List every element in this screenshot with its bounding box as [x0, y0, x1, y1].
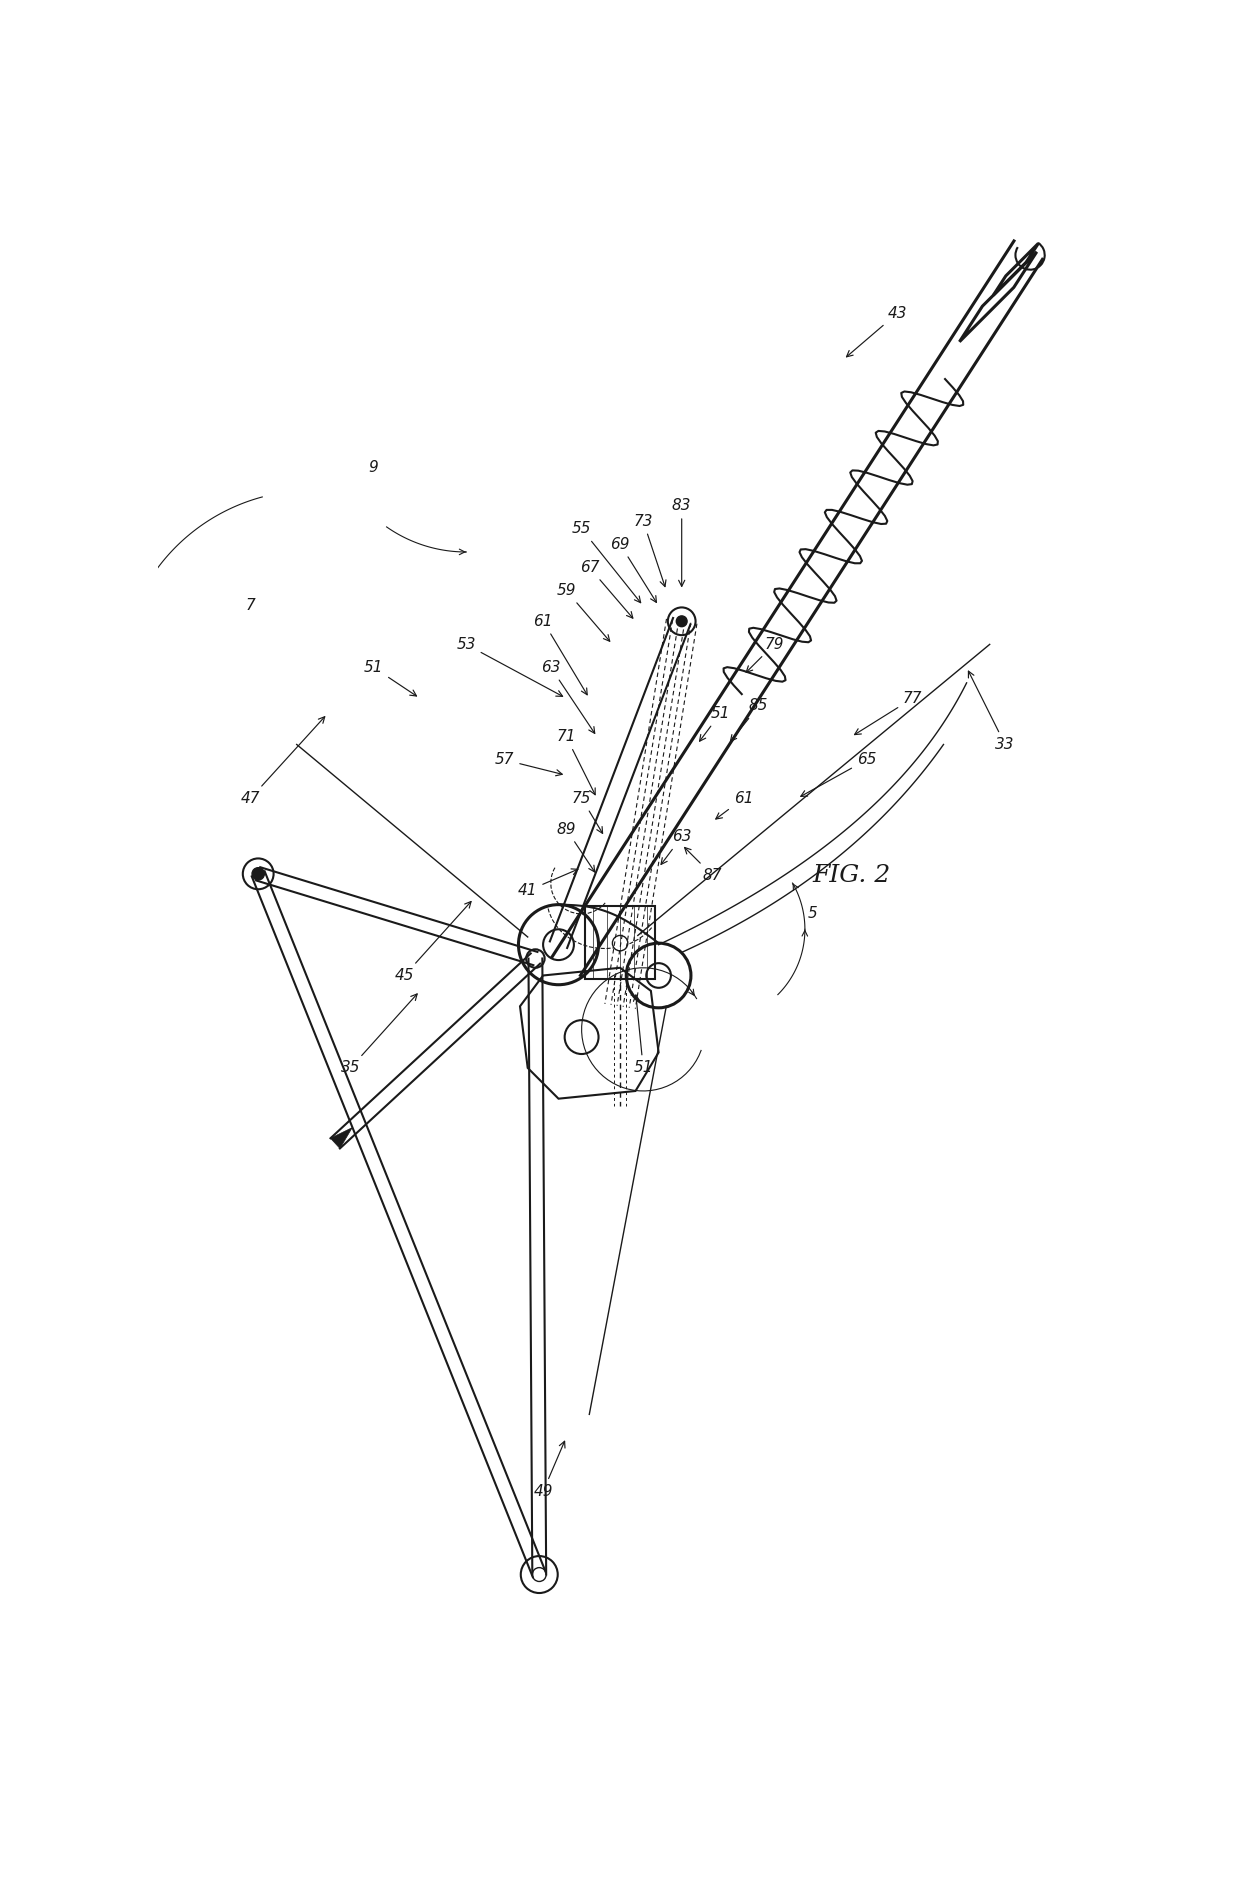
- Polygon shape: [331, 1128, 352, 1148]
- Text: 75: 75: [572, 791, 603, 832]
- Text: 51: 51: [365, 660, 417, 696]
- Text: 7: 7: [246, 598, 255, 613]
- Text: 67: 67: [579, 560, 632, 619]
- Text: 73: 73: [634, 515, 666, 587]
- Text: 57: 57: [495, 753, 562, 776]
- Text: 63: 63: [661, 829, 692, 865]
- Text: 77: 77: [854, 691, 923, 734]
- Text: 33: 33: [968, 672, 1014, 751]
- Text: 51: 51: [699, 706, 730, 742]
- Text: 51: 51: [634, 995, 653, 1075]
- Text: 61: 61: [533, 613, 588, 694]
- Text: 85: 85: [730, 698, 769, 742]
- Text: 47: 47: [241, 717, 325, 806]
- Text: 71: 71: [557, 728, 595, 795]
- Text: 49: 49: [533, 1442, 565, 1498]
- Text: 69: 69: [610, 537, 656, 602]
- Text: 61: 61: [715, 791, 753, 819]
- Text: 59: 59: [557, 583, 610, 641]
- Text: 5: 5: [807, 906, 817, 921]
- Text: 89: 89: [557, 821, 595, 872]
- Text: 63: 63: [541, 660, 595, 734]
- Text: 45: 45: [394, 901, 471, 984]
- Text: 79: 79: [746, 638, 784, 672]
- Text: 83: 83: [672, 498, 692, 587]
- Circle shape: [676, 617, 687, 626]
- Text: 87: 87: [684, 848, 722, 884]
- Text: 9: 9: [368, 460, 378, 475]
- Text: FIG. 2: FIG. 2: [812, 865, 890, 887]
- Text: 43: 43: [847, 307, 906, 358]
- Circle shape: [252, 868, 264, 880]
- Text: 65: 65: [801, 753, 877, 797]
- Text: 53: 53: [456, 638, 563, 696]
- Text: 41: 41: [518, 868, 578, 899]
- Text: 35: 35: [341, 993, 417, 1075]
- Text: 55: 55: [572, 522, 641, 604]
- Circle shape: [613, 935, 627, 952]
